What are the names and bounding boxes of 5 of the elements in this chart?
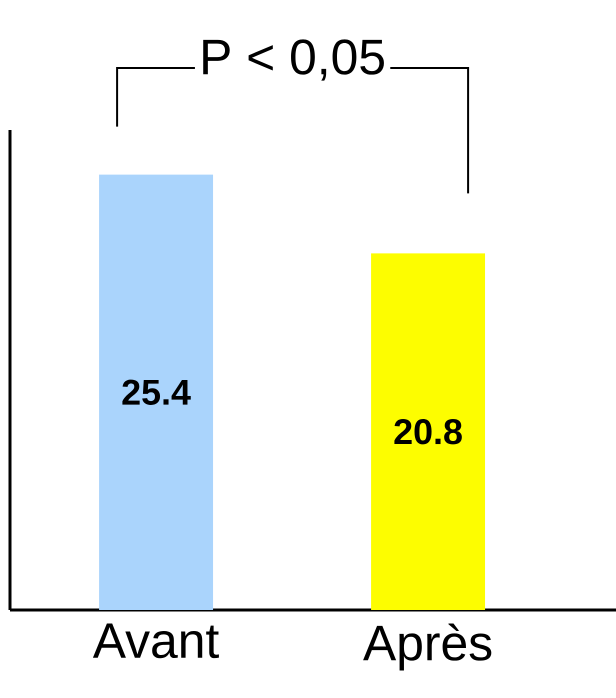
x-tick-label: Après	[363, 624, 492, 671]
text: P < 0,05	[203, 39, 384, 81]
x-tick-label: Avant	[92, 624, 219, 658]
data-label: 25.4	[122, 380, 191, 405]
data-label: 20.8	[394, 419, 462, 444]
